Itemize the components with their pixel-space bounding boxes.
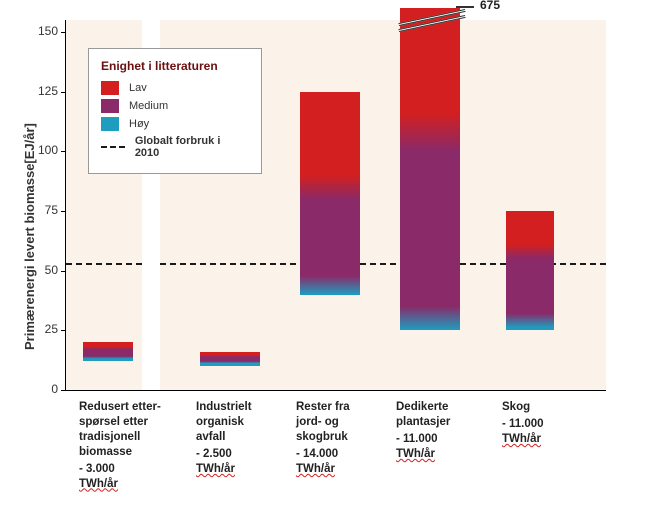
y-tick <box>61 211 66 212</box>
y-tick <box>61 390 66 391</box>
legend-ref-label: Globalt forbruk i 2010 <box>135 135 247 159</box>
legend-swatch <box>101 81 119 95</box>
bar-2 <box>300 92 360 295</box>
y-tick <box>61 330 66 331</box>
legend-item: Medium <box>101 99 247 113</box>
category-label-3: Dedikerteplantasjer- 11.000TWh/år <box>396 400 491 462</box>
category-label-1: Industrieltorganiskavfall- 2.500TWh/år <box>196 400 291 477</box>
bar-4 <box>506 211 554 330</box>
y-tick <box>61 271 66 272</box>
category-label-0: Redusert etter-spørsel ettertradisjonell… <box>79 400 174 492</box>
callout-tick <box>456 6 474 8</box>
chart-canvas: 0255075100125150Primærenergi levert biom… <box>0 0 646 519</box>
category-label-2: Rester frajord- ogskogbruk- 14.000TWh/år <box>296 400 391 477</box>
legend-swatch <box>101 99 119 113</box>
legend-item: Lav <box>101 81 247 95</box>
axis-break-mark <box>398 16 462 30</box>
legend-label: Lav <box>129 82 147 94</box>
legend-swatch <box>101 117 119 131</box>
bar-3 <box>400 8 460 330</box>
y-tick-label: 125 <box>24 84 58 98</box>
y-tick-label: 0 <box>24 382 58 396</box>
y-tick <box>61 32 66 33</box>
callout-value: 675 <box>480 0 500 12</box>
legend-dashed-icon <box>101 146 125 148</box>
legend-item: Høy <box>101 117 247 131</box>
bar-0 <box>83 342 133 361</box>
y-tick <box>61 92 66 93</box>
legend-title: Enighet i litteraturen <box>101 59 247 73</box>
legend: Enighet i litteraturen Lav Medium Høy Global… <box>88 48 262 174</box>
legend-label: Medium <box>129 100 168 112</box>
y-axis-line <box>65 20 66 390</box>
reference-line <box>66 263 142 265</box>
bar-1 <box>200 352 260 366</box>
y-axis-label: Primærenergi levert biomasse[EJ/år] <box>22 123 37 350</box>
legend-label: Høy <box>129 118 149 130</box>
x-axis-line <box>66 390 606 391</box>
y-tick <box>61 151 66 152</box>
category-label-4: Skog- 11.000TWh/år <box>502 400 597 447</box>
y-tick-label: 150 <box>24 24 58 38</box>
legend-item-ref: Globalt forbruk i 2010 <box>101 135 247 159</box>
